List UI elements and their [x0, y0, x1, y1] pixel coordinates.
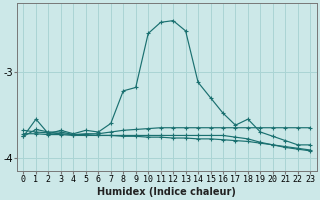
X-axis label: Humidex (Indice chaleur): Humidex (Indice chaleur)	[98, 187, 236, 197]
